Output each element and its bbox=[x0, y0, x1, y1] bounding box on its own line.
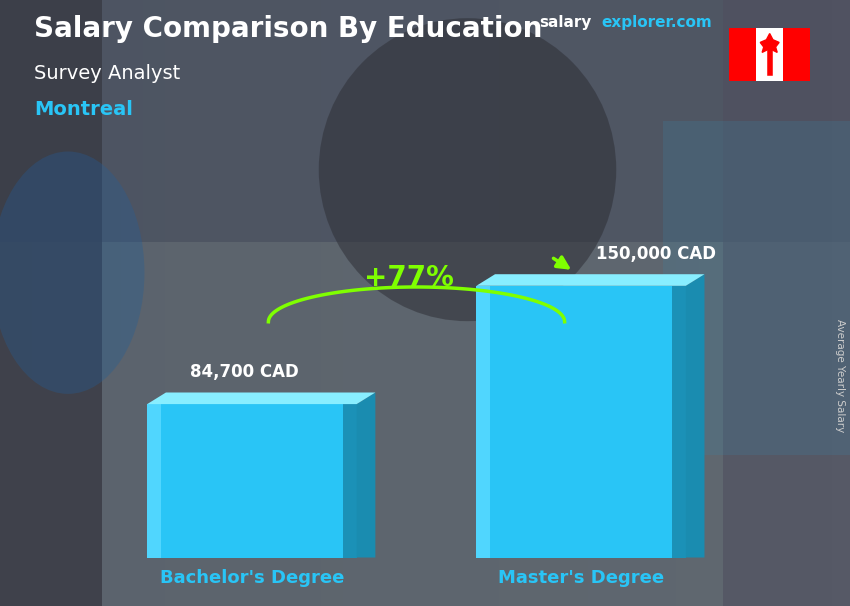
Bar bbox=[729, 28, 756, 81]
Bar bbox=[783, 28, 810, 81]
Text: salary: salary bbox=[540, 15, 592, 30]
Text: Average Yearly Salary: Average Yearly Salary bbox=[835, 319, 845, 432]
Bar bbox=[756, 28, 783, 81]
Polygon shape bbox=[147, 404, 161, 558]
Polygon shape bbox=[476, 286, 490, 558]
Bar bbox=[0, 0, 102, 606]
Polygon shape bbox=[343, 404, 357, 558]
Polygon shape bbox=[672, 286, 686, 558]
Text: 150,000 CAD: 150,000 CAD bbox=[596, 245, 716, 262]
Ellipse shape bbox=[0, 152, 144, 394]
Text: Montreal: Montreal bbox=[34, 100, 133, 119]
Bar bbox=[0, 0, 850, 242]
Polygon shape bbox=[357, 393, 376, 558]
Ellipse shape bbox=[319, 18, 616, 321]
Bar bbox=[663, 121, 850, 454]
Polygon shape bbox=[686, 274, 705, 558]
Polygon shape bbox=[760, 33, 779, 52]
Text: +77%: +77% bbox=[364, 264, 454, 292]
Polygon shape bbox=[147, 393, 376, 404]
Text: explorer.com: explorer.com bbox=[601, 15, 711, 30]
Polygon shape bbox=[476, 286, 686, 558]
Text: Survey Analyst: Survey Analyst bbox=[34, 64, 180, 82]
Bar bbox=[722, 0, 850, 606]
Polygon shape bbox=[476, 274, 705, 286]
Polygon shape bbox=[147, 404, 357, 558]
Text: 84,700 CAD: 84,700 CAD bbox=[190, 363, 299, 381]
Text: Salary Comparison By Education: Salary Comparison By Education bbox=[34, 15, 542, 43]
